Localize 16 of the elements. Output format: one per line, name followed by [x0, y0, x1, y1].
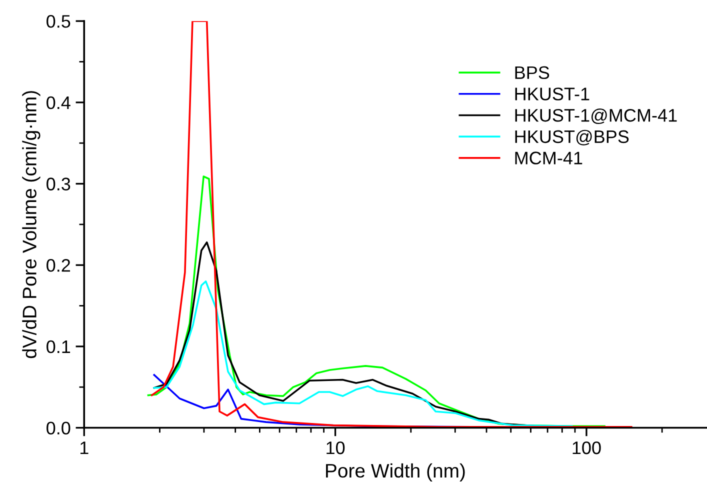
y-tick-label: 0.0	[46, 422, 70, 434]
x-tick-label: 10	[326, 441, 345, 454]
legend-label: HKUST-1	[515, 88, 590, 100]
legend-label: HKUST@BPS	[515, 130, 629, 146]
y-tick-label: 0.5	[46, 15, 70, 28]
x-tick-label: 100	[572, 441, 601, 454]
y-tick-label: 0.4	[46, 96, 70, 110]
legend-label: MCM-41	[515, 152, 582, 164]
x-axis-title: Pore Width (nm)	[326, 463, 465, 482]
legend-label: HKUST-1@MCM-41	[515, 108, 677, 124]
x-tick-label: 1	[80, 442, 88, 454]
legend-label: BPS	[515, 66, 550, 80]
y-axis-title: dV/dD Pore Volume (cmі/g·nm)	[22, 91, 40, 358]
y-tick-label: 0.2	[46, 259, 70, 272]
y-tick-label: 0.1	[46, 340, 70, 354]
y-tick-label: 0.3	[46, 178, 70, 190]
